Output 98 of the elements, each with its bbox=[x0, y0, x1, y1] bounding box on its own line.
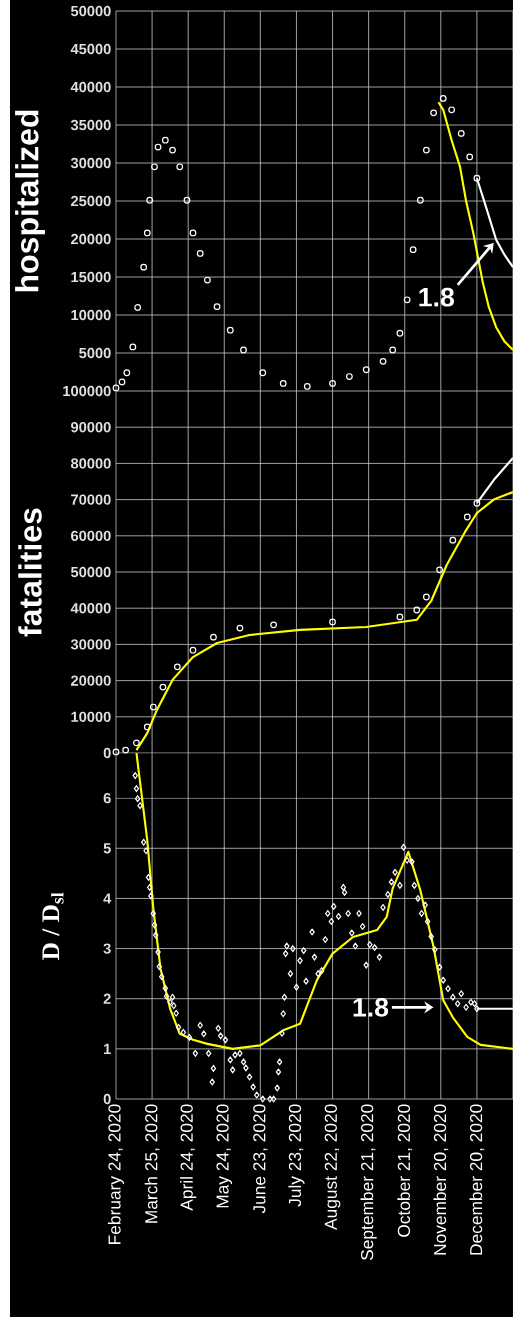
y-axis-title: hospitalized bbox=[15, 110, 45, 292]
y-tick-label: 10000 bbox=[71, 711, 111, 722]
y-tick-label: 35000 bbox=[70, 119, 111, 131]
point bbox=[140, 263, 148, 271]
y-tick-label: 100000 bbox=[63, 385, 111, 397]
point bbox=[416, 196, 424, 204]
y-tick-label: 6 bbox=[103, 792, 111, 804]
point bbox=[169, 146, 176, 154]
point bbox=[240, 346, 247, 354]
point bbox=[129, 343, 137, 351]
point bbox=[210, 633, 217, 641]
point bbox=[362, 366, 370, 374]
point bbox=[204, 276, 211, 284]
point bbox=[329, 380, 336, 387]
point bbox=[118, 378, 126, 386]
point bbox=[396, 329, 404, 337]
annotation: 1.8 bbox=[353, 997, 389, 1017]
y-tick-label: 5000 bbox=[79, 347, 111, 359]
point bbox=[345, 373, 353, 380]
point bbox=[236, 624, 244, 632]
x-tick-label: May 24, 2020 bbox=[216, 1104, 233, 1208]
point bbox=[196, 250, 204, 257]
point bbox=[134, 304, 142, 311]
point bbox=[123, 369, 131, 377]
point bbox=[143, 723, 151, 731]
point bbox=[226, 326, 234, 334]
point bbox=[466, 153, 474, 161]
y-tick-label: 30000 bbox=[70, 157, 111, 169]
point bbox=[379, 357, 387, 365]
y-tick-label: 10000 bbox=[71, 309, 111, 321]
point bbox=[161, 136, 169, 144]
point bbox=[409, 246, 417, 254]
point bbox=[173, 663, 181, 671]
point bbox=[303, 383, 311, 390]
point bbox=[149, 703, 157, 711]
point bbox=[457, 129, 465, 137]
y-tick-label: 40000 bbox=[70, 603, 111, 614]
y-tick-label: 1 bbox=[104, 1043, 111, 1054]
x-tick-label: September 21, 2020 bbox=[360, 1104, 377, 1260]
y-tick-label: 50000 bbox=[70, 566, 111, 578]
x-tick-label: June 23, 2020 bbox=[253, 1104, 268, 1214]
x-tick-label: August 22, 2020 bbox=[324, 1104, 341, 1230]
point bbox=[143, 229, 151, 237]
x-tick-label: July 23, 2020 bbox=[288, 1104, 305, 1207]
point bbox=[151, 163, 158, 171]
y-tick-label: 2 bbox=[103, 993, 111, 1004]
point bbox=[439, 95, 447, 102]
point bbox=[422, 146, 430, 154]
point bbox=[189, 646, 197, 654]
x-tick-label: December 20, 2020 bbox=[469, 1104, 485, 1255]
point bbox=[122, 746, 130, 754]
point bbox=[189, 229, 197, 237]
y-tick-label: 70000 bbox=[71, 494, 111, 505]
y-tick-label: 20000 bbox=[71, 675, 111, 686]
point bbox=[213, 303, 221, 311]
x-tick-label: November 20, 2020 bbox=[433, 1104, 449, 1255]
y-tick-label: 15000 bbox=[71, 271, 111, 283]
point bbox=[154, 143, 162, 151]
point bbox=[422, 593, 430, 601]
y-tick-label: 60000 bbox=[71, 530, 111, 541]
point bbox=[176, 163, 184, 171]
point bbox=[329, 618, 336, 626]
y-tick-label: 45000 bbox=[70, 43, 111, 55]
y-tick-label: 5 bbox=[103, 843, 111, 854]
y-tick-label: 4 bbox=[103, 893, 112, 904]
y-tick-label: 0 bbox=[103, 747, 111, 759]
point bbox=[133, 739, 140, 747]
point bbox=[259, 369, 267, 377]
point bbox=[270, 621, 277, 629]
y-tick-label: 3 bbox=[103, 943, 111, 954]
point bbox=[396, 613, 404, 621]
y-tick-label: 30000 bbox=[70, 639, 111, 650]
x-tick-label: October 21, 2020 bbox=[397, 1104, 413, 1237]
point bbox=[159, 683, 167, 691]
point bbox=[463, 513, 471, 521]
point bbox=[389, 346, 397, 354]
x-tick-label: April 24, 2020 bbox=[180, 1104, 197, 1211]
y-tick-label: 50000 bbox=[70, 5, 111, 17]
y-axis-title: fatalities bbox=[18, 508, 42, 637]
point bbox=[413, 606, 421, 614]
y-tick-label: 25000 bbox=[71, 195, 111, 207]
y-axis-title: D / D$_{sl}$ bbox=[42, 892, 64, 960]
point bbox=[279, 380, 287, 387]
point bbox=[403, 296, 411, 304]
y-tick-label: 40000 bbox=[70, 81, 111, 93]
x-tick-label: February 24, 2020 bbox=[107, 1104, 125, 1244]
y-tick-label: 90000 bbox=[71, 422, 111, 433]
y-tick-label: 0 bbox=[103, 1093, 111, 1105]
point bbox=[448, 106, 456, 114]
y-tick-label: 80000 bbox=[70, 458, 111, 469]
point bbox=[449, 536, 457, 544]
point bbox=[183, 196, 191, 204]
y-tick-label: 20000 bbox=[71, 233, 111, 245]
point bbox=[146, 196, 154, 204]
point bbox=[436, 566, 444, 574]
x-tick-label: March 25, 2020 bbox=[144, 1104, 160, 1223]
annotation: 1.8 bbox=[419, 287, 454, 307]
point bbox=[430, 109, 437, 117]
